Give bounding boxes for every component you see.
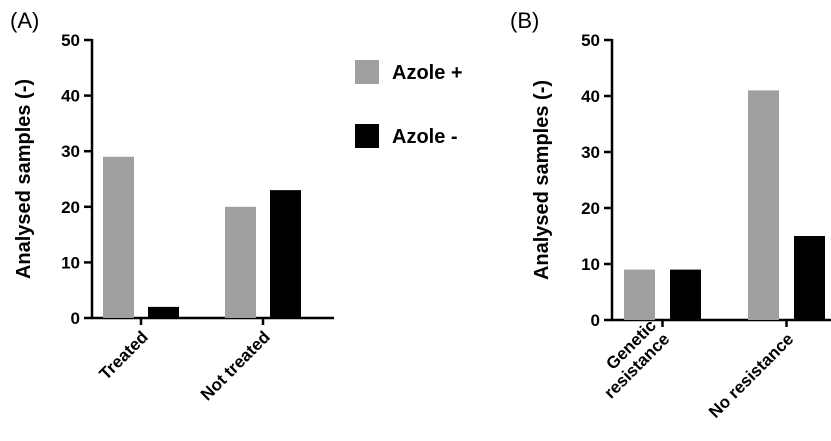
legend-label: Azole - bbox=[392, 126, 458, 148]
panel-b-chart: (B)Analysed samples (-)01020304050Geneti… bbox=[510, 8, 831, 422]
y-tick-label: 10 bbox=[581, 255, 600, 274]
legend-swatch bbox=[355, 124, 379, 148]
panel-label: (B) bbox=[510, 8, 539, 33]
y-tick-label: 20 bbox=[61, 198, 80, 217]
legend-swatch bbox=[355, 60, 379, 84]
x-category-label-line: Not treated bbox=[197, 327, 274, 404]
panel-a-chart: (A) Analysed samples (-) 0 10 20 30 40 50 Treate… bbox=[10, 8, 334, 404]
bar-azoleminus-0 bbox=[670, 269, 701, 320]
legend-label: Azole + bbox=[392, 62, 463, 84]
x-category-label: No resistance bbox=[705, 329, 797, 421]
y-tick-label: 0 bbox=[591, 311, 600, 330]
bar-azoleminus-1 bbox=[270, 190, 301, 318]
y-axis-label: Analysed samples (-) bbox=[531, 80, 553, 280]
y-tick-label: 30 bbox=[61, 142, 80, 161]
y-tick-label: 10 bbox=[61, 253, 80, 272]
bar-azoleplus-0 bbox=[624, 269, 655, 320]
bar-azoleminus-1 bbox=[794, 236, 825, 320]
y-tick-label: 40 bbox=[61, 87, 80, 106]
x-category-label: Not treated bbox=[197, 327, 274, 404]
x-category-label-line: No resistance bbox=[705, 329, 797, 421]
legend: Azole + Azole - bbox=[355, 60, 463, 148]
y-tick-label: 50 bbox=[581, 31, 600, 50]
y-tick-label: 30 bbox=[581, 143, 600, 162]
bar-azoleplus-0 bbox=[103, 156, 134, 318]
x-category-label: Treated bbox=[96, 327, 152, 383]
y-tick-label: 20 bbox=[581, 199, 600, 218]
y-tick-label: 40 bbox=[581, 87, 600, 106]
bar-azoleplus-1 bbox=[748, 90, 779, 321]
y-tick-label: 50 bbox=[61, 31, 80, 50]
panel-label: (A) bbox=[10, 8, 39, 33]
bar-azoleminus-0 bbox=[148, 306, 179, 318]
y-tick-label: 0 bbox=[71, 309, 80, 328]
x-category-label-line: Treated bbox=[96, 327, 152, 383]
y-axis-label: Analysed samples (-) bbox=[13, 79, 35, 279]
bar-azoleplus-1 bbox=[225, 206, 256, 318]
